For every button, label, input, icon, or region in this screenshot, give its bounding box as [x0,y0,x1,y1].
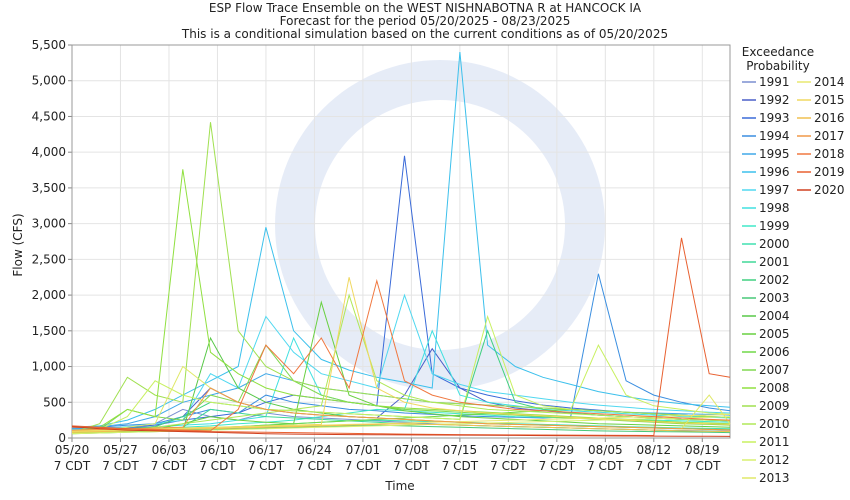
legend-label: 2010 [759,417,790,431]
watermark [275,60,605,390]
legend-label: 2020 [814,183,845,197]
series-line [71,314,731,432]
x-tick-label: 08/05 7 CDT [587,443,624,473]
series-line [71,122,731,433]
x-tick-label: 06/03 7 CDT [151,443,188,473]
legend-label: 2004 [759,309,790,323]
x-tick-label: 08/19 7 CDT [684,443,721,473]
series-line [71,293,731,434]
series-line [71,413,731,433]
x-tick-label: 07/29 7 CDT [539,443,576,473]
legend-label: 2005 [759,327,790,341]
y-tick-label: 5,500 [32,38,66,52]
y-tick-label: 4,000 [32,145,66,159]
legend-label: 2002 [759,273,790,287]
legend-label: 1991 [759,75,790,89]
y-tick-label: 2,500 [32,252,66,266]
legend-label: 1999 [759,219,790,233]
legend-label: 1993 [759,111,790,125]
x-tick-label: 07/15 7 CDT [442,443,479,473]
chart-subtitle: Forecast for the period 05/20/2025 - 08/… [280,14,571,28]
y-tick-label: 500 [43,395,66,409]
legend-label: 2000 [759,237,790,251]
y-tick-label: 1,000 [32,360,66,374]
chart-title: ESP Flow Trace Ensemble on the WEST NISH… [209,1,642,15]
legend-label: 1994 [759,129,790,143]
x-axis-label: Time [384,479,414,493]
legend-label: 2014 [814,75,845,89]
series-line [71,344,731,432]
y-axis-label: Flow (CFS) [11,213,25,276]
series-line [71,237,731,437]
chart-note: This is a conditional simulation based o… [181,27,668,41]
series-line [71,387,731,431]
legend-label: 2006 [759,345,790,359]
legend-label: 2019 [814,165,845,179]
watermark-disc [275,60,605,390]
x-tick-label: 07/22 7 CDT [490,443,527,473]
x-tick-label: 06/24 7 CDT [296,443,333,473]
y-tick-label: 2,000 [32,288,66,302]
legend-label: 1996 [759,165,790,179]
legend-label: 2013 [759,471,790,485]
y-tick-label: 4,500 [32,109,66,123]
y-tick-label: 3,500 [32,181,66,195]
y-tick-label: 0 [58,431,66,445]
x-tick-label: 05/20 7 CDT [54,443,91,473]
legend-label: 2007 [759,363,790,377]
legend-label: 1998 [759,201,790,215]
legend-label: 2017 [814,129,845,143]
x-tick-label: 08/12 7 CDT [636,443,673,473]
series-line [71,278,731,432]
legend-label: 2016 [814,111,845,125]
legend-label: 2001 [759,255,790,269]
x-tick-label: 07/01 7 CDT [345,443,382,473]
x-tick-label: 07/08 7 CDT [393,443,430,473]
legend-label: 2003 [759,291,790,305]
series-line [71,426,731,437]
y-tick-label: 1,500 [32,324,66,338]
legend-label: 2011 [759,435,790,449]
watermark-inner [315,100,565,350]
legend-label: 2015 [814,93,845,107]
legend-label: 2018 [814,147,845,161]
y-tick-label: 5,000 [32,74,66,88]
legend-label: 2008 [759,381,790,395]
legend-label: 1997 [759,183,790,197]
x-tick-label: 06/10 7 CDT [199,443,236,473]
plot-frame [71,44,731,439]
legend-label: 1995 [759,147,790,161]
series-line [71,423,731,433]
series-line [71,277,731,432]
legend-title: Exceedance Probability [742,45,814,73]
legend-label: 2009 [759,399,790,413]
x-tick-label: 06/17 7 CDT [248,443,285,473]
legend-label: 2012 [759,453,790,467]
legend-label: 1992 [759,93,790,107]
x-tick-label: 05/27 7 CDT [102,443,139,473]
y-tick-label: 3,000 [32,217,66,231]
